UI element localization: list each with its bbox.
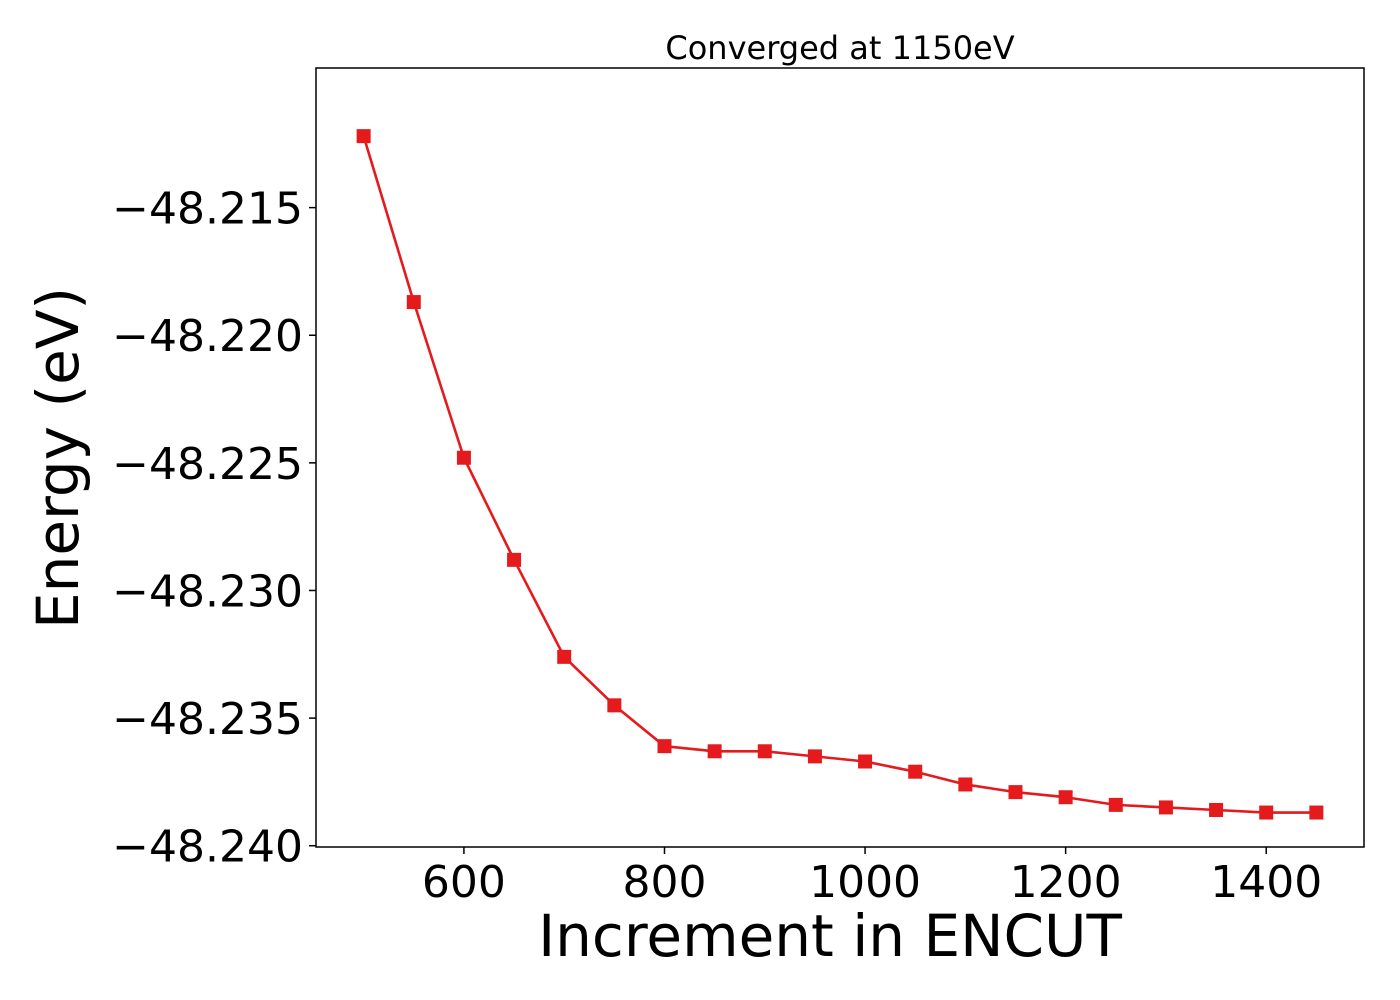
series-line (362, 135, 1317, 814)
data-point-marker (456, 450, 471, 465)
x-tick-label: 1000 (809, 857, 921, 908)
x-axis-ticks: 600 800 1000 1200 1400 (422, 847, 1322, 908)
data-point-marker (1158, 800, 1173, 815)
y-tick-label: −48.215 (112, 184, 303, 235)
data-point-marker (1259, 805, 1274, 820)
x-tick-label: 800 (623, 857, 707, 908)
data-point-marker (1209, 802, 1224, 817)
data-point-marker (1008, 785, 1023, 800)
data-point-marker (707, 744, 722, 759)
data-point-marker (607, 698, 622, 713)
x-tick-label: 600 (422, 857, 506, 908)
data-point-marker (557, 649, 572, 664)
y-tick-label: −48.220 (112, 311, 303, 362)
series-layer (356, 129, 1324, 820)
data-point-marker (1058, 790, 1073, 805)
y-axis-label: Energy (eV) (24, 287, 92, 629)
data-point-marker (1108, 797, 1123, 812)
y-tick-label: −48.230 (112, 566, 303, 617)
data-point-marker (807, 749, 822, 764)
data-point-marker (1309, 805, 1324, 820)
y-tick-label: −48.235 (112, 694, 303, 745)
data-point-marker (858, 754, 873, 769)
chart-title: Converged at 1150eV (665, 29, 1014, 67)
data-point-marker (507, 552, 522, 567)
data-point-marker (958, 777, 973, 792)
y-tick-label: −48.240 (112, 822, 303, 873)
data-point-marker (356, 129, 371, 144)
data-point-marker (757, 744, 772, 759)
x-tick-label: 1200 (1010, 857, 1122, 908)
y-axis-ticks: −48.215 −48.220 −48.225 −48.230 −48.235 −48.2… (112, 184, 316, 873)
y-tick-label: −48.225 (112, 439, 303, 490)
data-point-marker (657, 739, 672, 754)
plot-frame (315, 67, 1365, 848)
data-point-marker (406, 295, 421, 310)
x-tick-label: 1400 (1210, 857, 1322, 908)
data-point-marker (908, 764, 923, 779)
x-axis-label: Increment in ENCUT (538, 902, 1122, 970)
